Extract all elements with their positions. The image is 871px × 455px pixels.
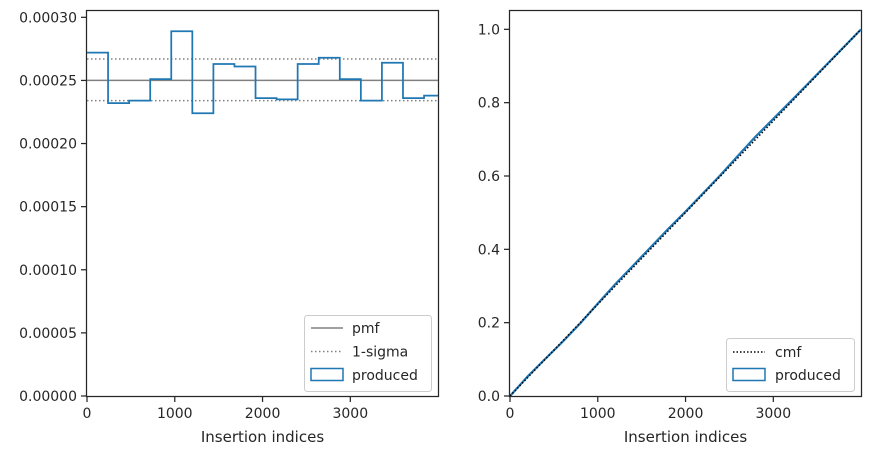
right-y-axis-ticks: 0.0 0.2 0.4 0.6 0.8 1.0	[478, 22, 510, 405]
right-x-tick-label: 2000	[668, 406, 704, 422]
left-y-tick-label: 0.00010	[19, 263, 77, 279]
left-x-axis-label: Insertion indices	[201, 428, 324, 446]
right-x-tick-label: 3000	[755, 406, 791, 422]
legend-cmf-label: cmf	[775, 345, 802, 361]
left-legend: pmf 1-sigma produced	[304, 315, 432, 392]
left-x-axis-ticks: 0 1000 2000 3000	[83, 396, 368, 422]
right-x-axis-label: Insertion indices	[624, 428, 747, 446]
left-y-tick-label: 0.00025	[19, 73, 77, 89]
right-x-tick-label: 1000	[580, 406, 616, 422]
left-series-layer	[87, 30, 438, 115]
legend-pmf-label: pmf	[352, 321, 381, 337]
left-y-axis-ticks: 0.00000 0.00005 0.00010 0.00015 0.00020 0.000…	[19, 10, 87, 405]
legend-produced-label: produced	[352, 368, 418, 384]
left-y-tick-label: 0.00015	[19, 200, 77, 216]
right-y-tick-label: 0.2	[478, 316, 500, 332]
right-y-tick-label: 0.6	[478, 169, 500, 185]
left-x-tick-label: 3000	[332, 406, 368, 422]
right-y-tick-label: 1.0	[478, 22, 500, 38]
legend-produced-label-right: produced	[775, 368, 841, 384]
left-y-tick-label: 0.00020	[19, 137, 77, 153]
left-y-tick-label: 0.00000	[19, 389, 77, 405]
left-x-tick-label: 1000	[157, 406, 193, 422]
legend-1-sigma-label: 1-sigma	[352, 345, 408, 361]
cmf-line	[509, 28, 862, 397]
right-y-tick-label: 0.0	[478, 389, 500, 405]
right-x-tick-label: 0	[506, 406, 515, 422]
legend-produced-swatch	[310, 367, 344, 382]
right-chart-panel: 0.0 0.2 0.4 0.6 0.8 1.0 0 1000 2000 3000 Inserti…	[478, 9, 863, 446]
left-y-tick-label: 0.00030	[19, 10, 77, 26]
left-y-tick-label: 0.00005	[19, 326, 77, 342]
left-legend-box	[304, 315, 432, 392]
right-x-axis-ticks: 0 1000 2000 3000	[506, 396, 791, 422]
right-legend: cmf produced	[726, 338, 855, 392]
produced-histogram-step	[87, 30, 438, 115]
right-y-tick-label: 0.4	[478, 242, 500, 258]
left-x-tick-label: 2000	[245, 406, 281, 422]
legend-produced-swatch-right	[732, 367, 766, 382]
right-series-layer	[509, 28, 862, 397]
right-y-tick-label: 0.8	[478, 96, 500, 112]
left-chart-panel: 0.00000 0.00005 0.00010 0.00015 0.00020 0.000…	[19, 9, 440, 446]
left-x-tick-label: 0	[83, 406, 92, 422]
